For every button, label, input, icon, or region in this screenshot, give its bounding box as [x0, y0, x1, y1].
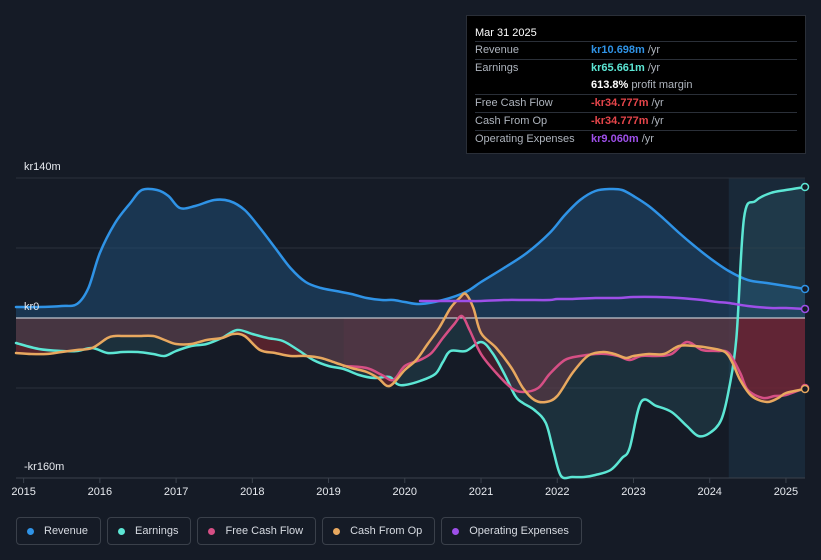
tooltip-label: Free Cash Flow [475, 97, 553, 109]
tooltip-value: kr9.060m [591, 133, 639, 145]
earnings-line [14, 185, 807, 480]
cash-from-op-area [16, 293, 805, 403]
tooltip-unit: /yr [641, 133, 654, 145]
tooltip-value: kr65.661m [591, 62, 645, 74]
chart-legend: Revenue Earnings Free Cash Flow Cash Fro… [16, 517, 582, 545]
tooltip-date: Mar 31 2025 [475, 27, 537, 39]
revenue-line [14, 187, 807, 309]
x-tick-label: 2021 [469, 486, 493, 498]
chart-areas [16, 187, 805, 479]
operating-expenses-endpoint [800, 304, 810, 314]
tooltip-label: Cash From Op [475, 115, 548, 127]
tooltip-row-revenue: Revenue kr10.698m /yr [475, 41, 797, 59]
legend-dot-icon [118, 527, 126, 535]
x-tick-label: 2024 [697, 486, 721, 498]
x-tick-label: 2025 [774, 486, 798, 498]
chart-lines [14, 185, 807, 480]
legend-dot-icon [208, 527, 216, 535]
tooltip-unit: /yr [651, 97, 664, 109]
tooltip-label [475, 77, 591, 94]
legend-label: Revenue [44, 525, 89, 537]
x-axis-ticks: 2015 2016 2017 2018 2019 2020 2021 2022 2023 2024… [11, 478, 798, 498]
chart-endpoints [800, 182, 810, 394]
x-tick-label: 2019 [316, 486, 340, 498]
operating-expenses-line [418, 295, 807, 311]
tooltip-row-earnings: Earnings kr65.661m /yr [475, 59, 797, 77]
legend-dot-icon [333, 527, 341, 535]
earnings-endpoint [800, 182, 810, 192]
legend-label: Free Cash Flow [225, 525, 304, 537]
y-axis-top-label: kr140m [24, 161, 61, 173]
legend-label: Operating Expenses [469, 525, 569, 537]
tooltip-row-operating-expenses: Operating Expenses kr9.060m /yr [475, 130, 797, 148]
tooltip-unit: /yr [647, 44, 661, 56]
x-tick-label: 2018 [240, 486, 264, 498]
tooltip-row-free-cash-flow: Free Cash Flow -kr34.777m /yr [475, 94, 797, 112]
tooltip-unit: /yr [651, 115, 664, 127]
tooltip-unit: /yr [647, 62, 661, 74]
tooltip-value: -kr34.777m [591, 97, 649, 109]
x-tick-label: 2023 [621, 486, 645, 498]
free-cash-flow-area [343, 315, 805, 399]
legend-item-free-cash-flow[interactable]: Free Cash Flow [197, 517, 317, 545]
x-tick-label: 2022 [545, 486, 569, 498]
cash-from-op-line [14, 292, 807, 404]
legend-item-earnings[interactable]: Earnings [107, 517, 192, 545]
legend-dot-icon [27, 527, 34, 535]
x-tick-label: 2016 [88, 486, 112, 498]
tooltip-label: Revenue [475, 44, 520, 56]
y-axis-zero-label: kr0 [24, 301, 39, 313]
tooltip-row-profit-margin: 613.8% profit margin [475, 77, 797, 94]
free-cash-flow-line [342, 314, 807, 400]
legend-item-operating-expenses[interactable]: Operating Expenses [441, 517, 582, 545]
revenue-area [16, 188, 805, 318]
legend-dot-icon [452, 527, 460, 535]
tooltip-row-cash-from-op: Cash From Op -kr34.777m /yr [475, 112, 797, 130]
tooltip-unit: profit margin [631, 79, 693, 91]
earnings-area [16, 187, 805, 479]
x-tick-label: 2017 [164, 486, 188, 498]
data-tooltip: Mar 31 2025 Revenue kr10.698m /yr Earnin… [466, 15, 806, 154]
x-tick-label: 2015 [11, 486, 35, 498]
revenue-endpoint [800, 284, 810, 294]
legend-label: Cash From Op [350, 525, 423, 537]
tooltip-value: kr10.698m [591, 44, 645, 56]
x-tick-label: 2020 [393, 486, 417, 498]
legend-item-revenue[interactable]: Revenue [16, 517, 102, 545]
tooltip-value: -kr34.777m [591, 115, 649, 127]
tooltip-label: Earnings [475, 62, 519, 74]
legend-label: Earnings [135, 525, 179, 537]
y-axis-bottom-label: -kr160m [24, 461, 64, 473]
legend-item-cash-from-op[interactable]: Cash From Op [322, 517, 436, 545]
tooltip-value: 613.8% [591, 79, 629, 91]
tooltip-label: Operating Expenses [475, 133, 575, 145]
cash-from-op-endpoint [800, 384, 810, 394]
